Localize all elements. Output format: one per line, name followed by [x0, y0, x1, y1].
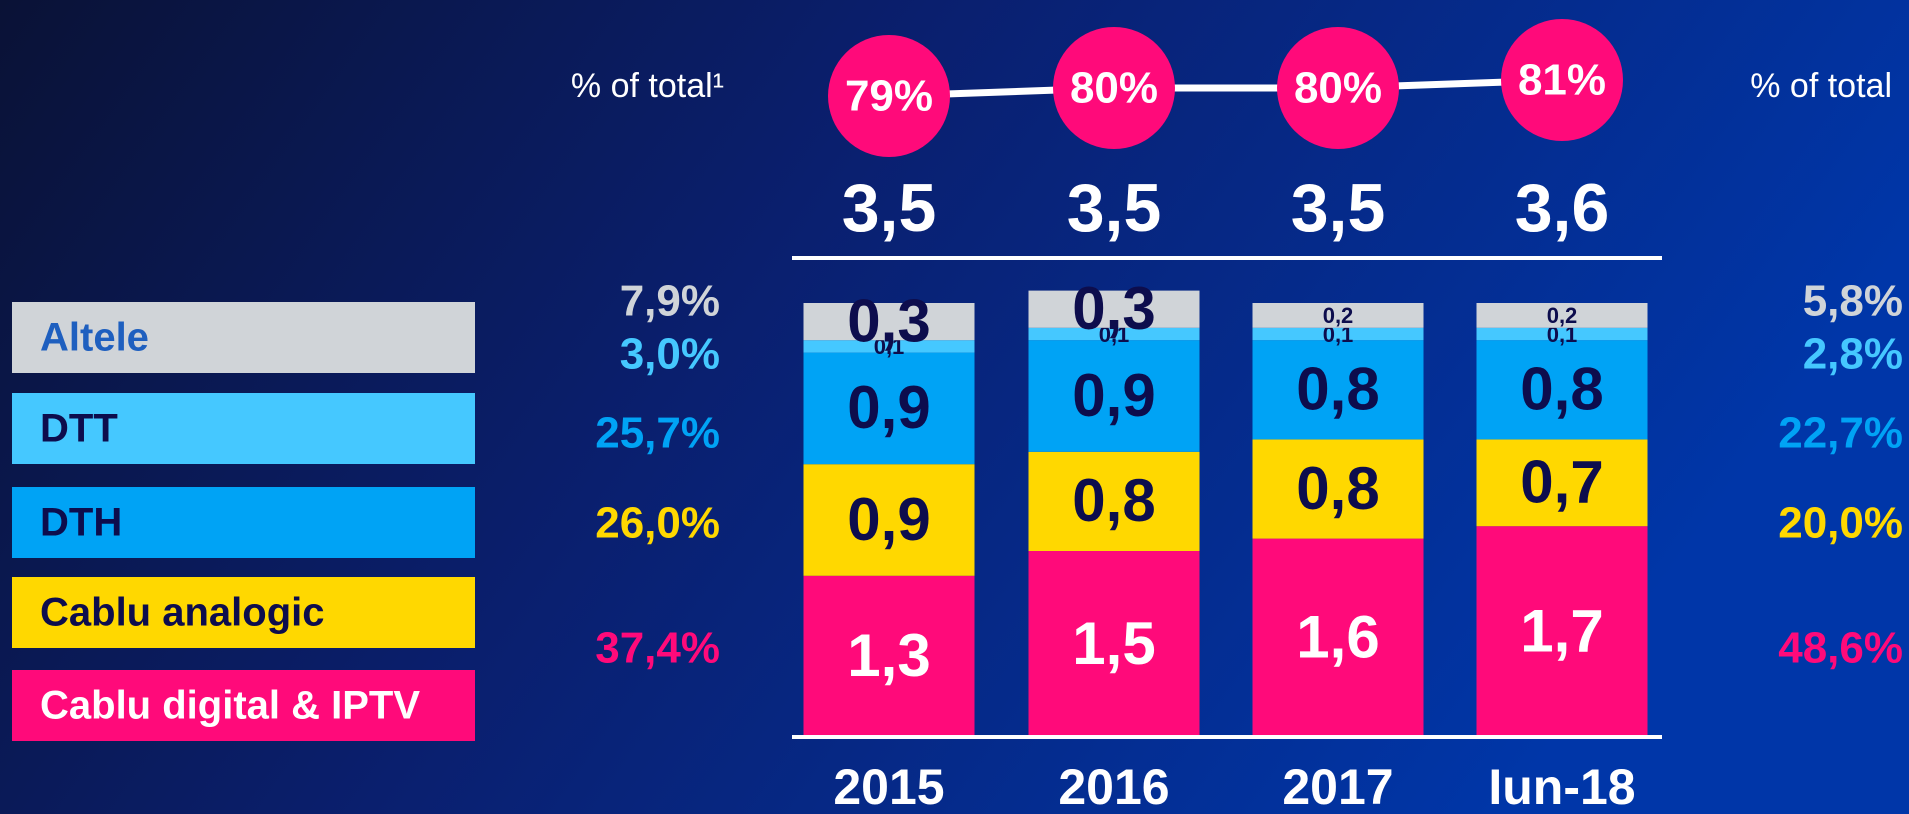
share-label: 80%: [1294, 64, 1382, 113]
bar-segment: [1252, 303, 1424, 328]
share-circle: [1501, 19, 1623, 141]
x-tick-label: 2016: [1058, 759, 1169, 814]
bar-segment: [1028, 290, 1200, 328]
bar-segment: [1028, 551, 1200, 737]
legend-swatch: [12, 302, 475, 373]
segment-label: 1,7: [1520, 597, 1603, 664]
segment-label: 0,2: [1547, 303, 1578, 328]
bar-segment: [1028, 451, 1200, 551]
segment-label: 0,8: [1296, 356, 1379, 423]
segment-label: 1,3: [847, 622, 930, 689]
share-line: [888, 76, 1563, 100]
segment-label: 0,7: [1520, 449, 1603, 516]
segment-label: 0,3: [1072, 275, 1155, 342]
total-label: 3,5: [1067, 170, 1162, 246]
segment-label: 0,9: [1072, 362, 1155, 429]
legend-swatch: [12, 393, 475, 464]
legend-swatch: [12, 670, 475, 741]
bar-segment: [1476, 439, 1648, 527]
segment-label: 0,9: [847, 374, 930, 441]
bar-segment: [803, 340, 975, 353]
share-right: 20,0%: [1778, 499, 1903, 548]
share-right: 22,7%: [1778, 409, 1903, 458]
segment-label: 0,9: [847, 486, 930, 553]
segment-label: 0,3: [847, 287, 930, 354]
segment-label: 0,2: [1323, 303, 1354, 328]
share-label: 80%: [1070, 64, 1158, 113]
share-left: 37,4%: [595, 624, 720, 673]
share-right: 2,8%: [1803, 330, 1903, 379]
legend-label: Altele: [40, 316, 149, 360]
share-left: 3,0%: [620, 330, 720, 379]
bar-segment: [803, 303, 975, 341]
legend-label: Cablu analogic: [40, 591, 325, 635]
segment-label: 0,8: [1296, 455, 1379, 522]
x-tick-label: 2015: [833, 759, 944, 814]
bar-segment: [1028, 327, 1200, 341]
segment-label: 1,5: [1072, 610, 1155, 677]
bar-segment: [1028, 340, 1200, 452]
share-left: 25,7%: [595, 409, 720, 458]
bar-segment: [803, 352, 975, 465]
bar-segment: [803, 464, 975, 576]
segment-label: 1,6: [1296, 604, 1379, 671]
share-label: 79%: [845, 72, 933, 121]
share-left: 26,0%: [595, 499, 720, 548]
total-label: 3,5: [842, 170, 937, 246]
bar-segment: [1476, 303, 1648, 328]
total-label: 3,5: [1291, 170, 1386, 246]
bar-segment: [1476, 327, 1648, 341]
share-header-right: % of total: [1750, 67, 1892, 105]
bar-segment: [1252, 538, 1424, 737]
x-tick-label: 2017: [1282, 759, 1393, 814]
legend-label: DTT: [40, 407, 118, 451]
share-circle: [1053, 27, 1175, 149]
legend-swatch: [12, 577, 475, 648]
share-label: 81%: [1518, 56, 1606, 105]
share-circle: [1277, 27, 1399, 149]
share-left: 7,9%: [620, 277, 720, 326]
bar-segment: [1252, 439, 1424, 539]
total-label: 3,6: [1515, 170, 1610, 246]
legend-label: DTH: [40, 501, 122, 545]
segment-label: 0,8: [1072, 467, 1155, 534]
bar-segment: [803, 575, 975, 737]
bar-segment: [1476, 340, 1648, 440]
legend-label: Cablu digital & IPTV: [40, 684, 420, 728]
share-right: 5,8%: [1803, 277, 1903, 326]
share-header-left: % of total¹: [571, 67, 724, 105]
share-circle: [828, 35, 950, 157]
x-tick-label: Iun-18: [1488, 759, 1635, 814]
segment-label: 0,8: [1520, 356, 1603, 423]
share-right: 48,6%: [1778, 624, 1903, 673]
bar-segment: [1252, 327, 1424, 341]
bar-segment: [1476, 526, 1648, 737]
legend-swatch: [12, 487, 475, 558]
bar-segment: [1252, 340, 1424, 440]
